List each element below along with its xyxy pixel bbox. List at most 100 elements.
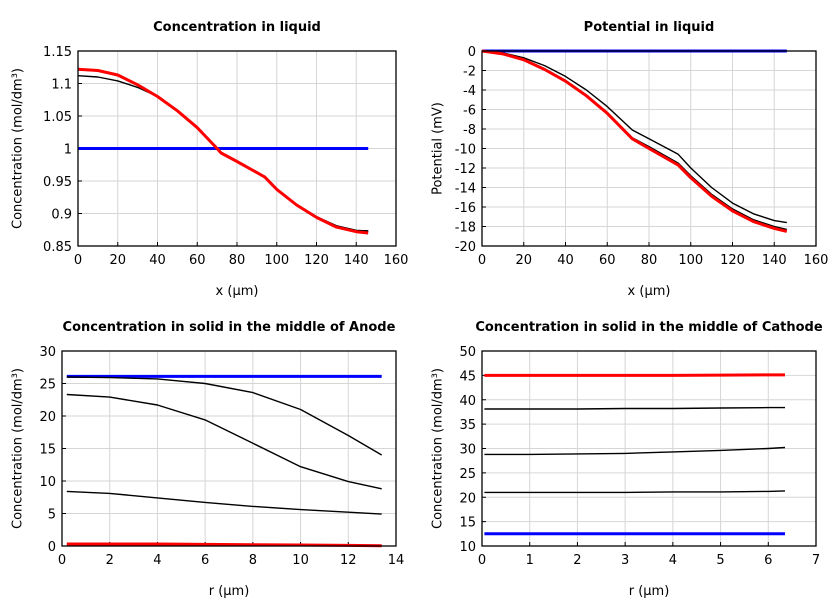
y-tick-label: 30	[459, 443, 476, 458]
y-tick-label: 45	[459, 369, 476, 384]
x-tick-label: 12	[340, 553, 357, 568]
y-tick-label: 1	[64, 143, 72, 158]
y-tick-label: 0.85	[43, 240, 72, 255]
y-tick-label: -14	[455, 182, 476, 197]
y-axis-label: Concentration (mol/dm³)	[11, 68, 26, 229]
x-tick-label: 120	[304, 253, 329, 268]
y-tick-label: 40	[459, 394, 476, 409]
y-tick-label: 0.95	[43, 175, 72, 190]
x-tick-label: 0	[58, 553, 66, 568]
subplot-3: Concentration in solid in the middle of …	[11, 320, 405, 599]
x-tick-label: 14	[388, 553, 405, 568]
plot-frame	[481, 50, 817, 247]
x-axis-label: r (µm)	[209, 584, 250, 599]
series-line-4	[66, 490, 382, 515]
x-tick-label: 160	[804, 253, 829, 268]
x-tick-label: 0	[478, 253, 486, 268]
y-tick-label: 15	[39, 443, 56, 458]
x-tick-label: 20	[109, 253, 126, 268]
y-tick-label: 15	[459, 516, 476, 531]
series-line-3	[484, 446, 786, 456]
y-tick-label: -12	[455, 162, 476, 177]
series-line-2	[481, 50, 787, 224]
series-line-3	[66, 393, 382, 490]
y-tick-label: 1.1	[51, 78, 72, 93]
x-tick-label: 120	[720, 253, 745, 268]
x-tick-label: 60	[189, 253, 206, 268]
chart-title: Concentration in liquid	[153, 20, 321, 35]
series-line-5	[66, 542, 382, 548]
series-line-4	[481, 49, 788, 233]
y-tick-label: 35	[459, 418, 476, 433]
y-axis-label: Concentration (mol/dm³)	[431, 368, 446, 529]
x-tick-label: 40	[557, 253, 574, 268]
series-line-2	[66, 376, 383, 456]
y-tick-label: 0	[468, 45, 476, 60]
y-tick-label: 20	[459, 491, 476, 506]
x-tick-label: 4	[669, 553, 677, 568]
x-tick-label: 100	[678, 253, 703, 268]
x-tick-label: 4	[153, 553, 161, 568]
series-line-3	[77, 69, 369, 232]
y-axis-label: Concentration (mol/dm³)	[11, 368, 26, 529]
x-tick-label: 140	[344, 253, 369, 268]
y-tick-label: 10	[39, 475, 56, 490]
x-axis-label: r (µm)	[629, 584, 670, 599]
x-tick-label: 1	[526, 553, 534, 568]
y-tick-label: 10	[459, 540, 476, 555]
x-axis-label: x (µm)	[216, 284, 259, 299]
y-tick-label: -20	[455, 240, 476, 255]
series-line-2	[484, 406, 785, 410]
x-tick-label: 5	[716, 553, 724, 568]
series-line-4	[484, 490, 786, 494]
x-axis-label: x (µm)	[628, 284, 671, 299]
x-tick-label: 6	[764, 553, 772, 568]
y-tick-label: -18	[455, 221, 476, 236]
y-tick-label: 20	[39, 410, 56, 425]
y-tick-label: 25	[39, 378, 56, 393]
x-tick-label: 2	[573, 553, 581, 568]
x-tick-label: 40	[149, 253, 166, 268]
y-tick-label: 1.05	[43, 110, 72, 125]
y-tick-label: 30	[39, 345, 56, 360]
chart-title: Concentration in solid in the middle of …	[63, 320, 396, 335]
x-tick-label: 0	[74, 253, 82, 268]
y-tick-label: -4	[463, 84, 476, 99]
x-tick-label: 2	[106, 553, 114, 568]
y-tick-label: 1.15	[43, 45, 72, 60]
series-line-4	[77, 67, 369, 235]
y-tick-label: 0	[48, 540, 56, 555]
x-tick-label: 20	[515, 253, 532, 268]
series-line-1	[484, 373, 785, 377]
x-tick-label: 80	[229, 253, 246, 268]
chart-title: Potential in liquid	[584, 20, 715, 35]
plot-frame	[481, 350, 817, 547]
x-tick-label: 8	[249, 553, 257, 568]
x-tick-label: 10	[292, 553, 309, 568]
x-tick-label: 7	[812, 553, 820, 568]
y-axis-label: Potential (mV)	[431, 102, 446, 195]
x-tick-label: 3	[621, 553, 629, 568]
subplot-1: Concentration in liquid 0 20 40 60 80 100 120 14…	[11, 20, 409, 299]
y-tick-label: 5	[48, 508, 56, 523]
y-tick-label: -6	[463, 104, 476, 119]
x-tick-label: 100	[264, 253, 289, 268]
y-tick-label: 0.9	[51, 208, 72, 223]
y-tick-label: 50	[459, 345, 476, 360]
subplot-4: Concentration in solid in the middle of …	[431, 320, 823, 599]
x-tick-label: 60	[599, 253, 616, 268]
y-tick-label: -8	[463, 123, 476, 138]
y-tick-label: 25	[459, 467, 476, 482]
x-tick-label: 0	[478, 553, 486, 568]
y-tick-label: -16	[455, 201, 476, 216]
y-tick-label: -10	[455, 143, 476, 158]
y-tick-label: -2	[463, 65, 476, 80]
plot-frame	[61, 350, 397, 547]
plot-frame	[77, 50, 397, 247]
x-tick-label: 140	[762, 253, 787, 268]
x-tick-label: 80	[641, 253, 658, 268]
x-tick-label: 160	[384, 253, 409, 268]
x-tick-label: 6	[201, 553, 209, 568]
chart-title: Concentration in solid in the middle of …	[475, 320, 823, 335]
